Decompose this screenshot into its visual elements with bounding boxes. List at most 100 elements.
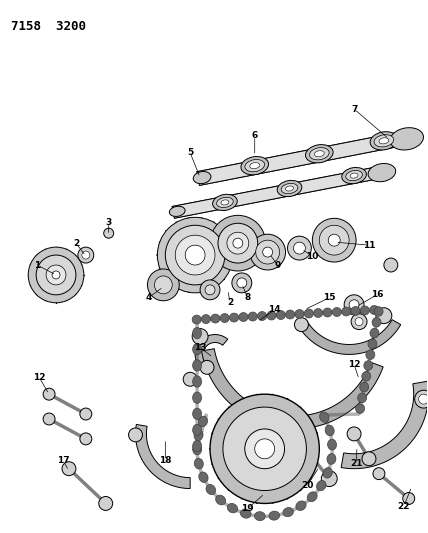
Ellipse shape [360, 306, 369, 315]
Text: 11: 11 [363, 240, 375, 249]
Circle shape [43, 388, 55, 400]
Ellipse shape [320, 412, 329, 422]
Text: 17: 17 [56, 456, 69, 465]
Circle shape [403, 492, 415, 504]
Ellipse shape [296, 501, 306, 511]
Ellipse shape [194, 430, 203, 440]
Text: 4: 4 [145, 293, 152, 302]
Polygon shape [202, 349, 383, 429]
Circle shape [165, 225, 225, 285]
Circle shape [245, 429, 285, 469]
Ellipse shape [220, 313, 229, 322]
Circle shape [78, 247, 94, 263]
Circle shape [255, 439, 275, 459]
Ellipse shape [227, 504, 238, 513]
Circle shape [319, 225, 349, 255]
Ellipse shape [307, 492, 317, 502]
Ellipse shape [211, 314, 220, 323]
Ellipse shape [342, 307, 351, 316]
Circle shape [362, 452, 376, 466]
Ellipse shape [248, 312, 257, 321]
Ellipse shape [241, 509, 251, 518]
Text: 15: 15 [323, 293, 336, 302]
Circle shape [347, 427, 361, 441]
Circle shape [36, 255, 76, 295]
Circle shape [328, 234, 340, 246]
Circle shape [185, 245, 205, 265]
Ellipse shape [281, 183, 298, 193]
Ellipse shape [364, 361, 373, 370]
Text: 6: 6 [252, 131, 258, 140]
Circle shape [218, 223, 258, 263]
Ellipse shape [390, 128, 423, 150]
Circle shape [210, 394, 319, 504]
Ellipse shape [295, 310, 304, 319]
Circle shape [46, 265, 66, 285]
Circle shape [175, 235, 215, 275]
Ellipse shape [374, 306, 383, 316]
Ellipse shape [350, 173, 358, 178]
Circle shape [210, 215, 266, 271]
Text: 16: 16 [371, 290, 383, 300]
Circle shape [263, 247, 273, 257]
Polygon shape [197, 129, 418, 185]
Ellipse shape [356, 404, 365, 414]
Ellipse shape [372, 318, 381, 327]
Circle shape [376, 308, 392, 324]
Ellipse shape [327, 454, 336, 464]
Ellipse shape [370, 132, 398, 150]
Ellipse shape [332, 308, 342, 317]
Circle shape [233, 238, 243, 248]
Ellipse shape [342, 167, 366, 184]
Ellipse shape [193, 172, 211, 184]
Ellipse shape [304, 309, 313, 318]
Text: 18: 18 [159, 456, 172, 465]
Circle shape [200, 280, 220, 300]
Circle shape [288, 236, 311, 260]
Circle shape [155, 276, 172, 294]
Ellipse shape [366, 350, 375, 359]
Ellipse shape [193, 376, 202, 387]
Circle shape [250, 234, 285, 270]
Circle shape [351, 314, 367, 329]
Text: 22: 22 [398, 502, 410, 511]
Ellipse shape [285, 310, 295, 319]
Text: 7158  3200: 7158 3200 [11, 20, 86, 33]
Ellipse shape [193, 408, 202, 419]
Ellipse shape [239, 312, 248, 321]
Ellipse shape [267, 311, 276, 320]
Circle shape [104, 228, 114, 238]
Ellipse shape [346, 171, 363, 181]
Ellipse shape [351, 306, 360, 316]
Circle shape [80, 433, 92, 445]
Text: 13: 13 [194, 343, 206, 352]
Ellipse shape [221, 200, 229, 205]
Ellipse shape [309, 148, 329, 160]
Ellipse shape [169, 206, 185, 216]
Ellipse shape [276, 311, 285, 319]
Ellipse shape [323, 308, 332, 317]
Circle shape [237, 278, 247, 288]
Polygon shape [195, 335, 228, 370]
Polygon shape [136, 424, 190, 489]
Text: 10: 10 [306, 252, 318, 261]
Text: 1: 1 [34, 261, 40, 270]
Circle shape [415, 390, 428, 408]
Ellipse shape [327, 439, 336, 450]
Circle shape [344, 295, 364, 314]
Circle shape [62, 462, 76, 475]
Circle shape [312, 219, 356, 262]
Circle shape [256, 240, 279, 264]
Ellipse shape [370, 328, 379, 338]
Polygon shape [172, 165, 390, 218]
Ellipse shape [192, 315, 201, 324]
Circle shape [384, 258, 398, 272]
Ellipse shape [285, 186, 294, 191]
Ellipse shape [241, 157, 268, 175]
Ellipse shape [315, 151, 324, 157]
Circle shape [183, 373, 197, 386]
Ellipse shape [362, 372, 371, 381]
Ellipse shape [193, 360, 202, 371]
Ellipse shape [258, 312, 267, 320]
Text: 14: 14 [268, 305, 281, 314]
